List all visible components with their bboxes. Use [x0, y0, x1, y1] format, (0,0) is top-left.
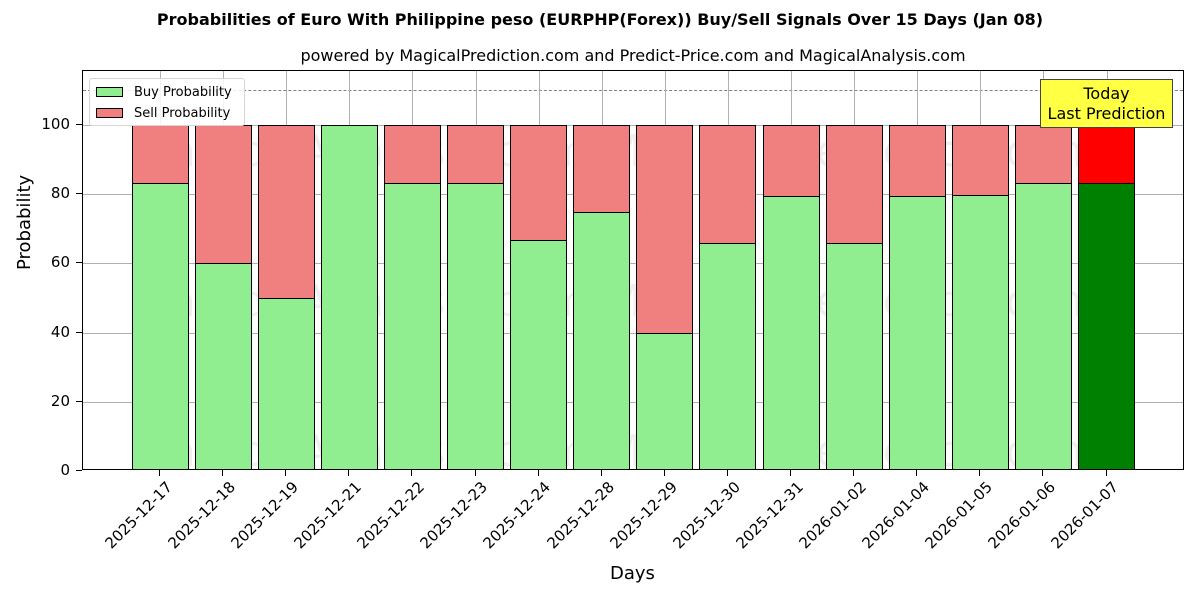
- plot-area: MagicalAnalysis.comMagicalPrediction.com…: [82, 70, 1184, 470]
- bar-buy: [1078, 182, 1135, 469]
- bar-sell: [825, 125, 883, 244]
- x-tick-label: 2026-01-07: [1047, 478, 1123, 553]
- x-tick-label: 2026-01-05: [921, 478, 997, 553]
- y-tick-label: 60: [50, 253, 70, 272]
- x-tick: [663, 470, 665, 476]
- bar-sell: [699, 125, 757, 244]
- y-tick-label: 100: [41, 115, 70, 133]
- y-tick-label: 40: [50, 322, 70, 341]
- y-tick-label: 80: [50, 184, 70, 203]
- legend-sell-label: Sell Probability: [134, 105, 231, 121]
- x-tick: [1105, 470, 1107, 476]
- today-annotation: Today Last Prediction: [1040, 79, 1173, 128]
- x-tick-label: 2025-12-24: [479, 478, 555, 553]
- x-tick: [979, 470, 981, 476]
- bar-sell: [636, 125, 694, 334]
- gridline-y: [83, 401, 1183, 403]
- chart-title: Probabilities of Euro With Philippine pe…: [156, 10, 1044, 29]
- annotation-line-1: Today: [1083, 84, 1130, 103]
- bar-sell: [131, 125, 189, 184]
- x-tick-label: 2026-01-04: [858, 478, 933, 553]
- bar-buy: [699, 242, 757, 469]
- y-tick-label: 0: [60, 461, 70, 479]
- y-tick: [76, 193, 82, 195]
- bar-buy: [131, 182, 189, 469]
- x-tick-label: 2025-12-18: [164, 478, 239, 553]
- x-tick: [285, 470, 287, 476]
- buy-swatch-icon: [96, 87, 123, 97]
- annotation-line-2: Last Prediction: [1047, 104, 1166, 123]
- y-tick: [76, 262, 82, 264]
- x-tick: [222, 470, 224, 476]
- x-tick-label: 2025-12-19: [227, 478, 302, 553]
- x-tick-label: 2025-12-23: [416, 478, 492, 553]
- reference-line: [83, 90, 1183, 92]
- bar-buy: [951, 194, 1009, 469]
- bar-buy: [194, 263, 252, 469]
- bar-buy: [762, 195, 820, 469]
- y-tick: [76, 400, 82, 402]
- bar-sell: [194, 125, 252, 265]
- x-tick: [916, 470, 918, 476]
- x-tick: [474, 470, 476, 476]
- y-tick-label: 20: [50, 391, 70, 410]
- y-tick: [76, 331, 82, 333]
- chart-subtitle: powered by MagicalPrediction.com and Pre…: [300, 46, 966, 65]
- x-tick-label: 2026-01-06: [984, 478, 1060, 553]
- x-tick-label: 2025-12-17: [101, 478, 176, 553]
- x-tick-label: 2025-12-22: [353, 478, 429, 553]
- legend-item-sell: Sell Probability: [96, 105, 230, 121]
- gridline-y: [83, 332, 1183, 334]
- bar-buy: [447, 182, 504, 469]
- x-tick-label: 2026-01-02: [795, 478, 870, 553]
- x-tick-label: 2025-12-28: [543, 478, 618, 553]
- x-tick-label: 2025-12-30: [669, 478, 744, 553]
- bar-buy: [573, 211, 631, 469]
- bar-sell: [257, 125, 315, 299]
- x-tick-label: 2025-12-21: [290, 478, 366, 553]
- x-tick: [790, 470, 791, 476]
- x-tick: [1042, 470, 1044, 476]
- bar-buy: [320, 125, 378, 469]
- x-tick: [726, 470, 728, 476]
- bar-buy: [825, 242, 883, 469]
- bar-sell: [447, 125, 504, 184]
- bar-sell: [510, 125, 568, 242]
- bar-sell: [573, 125, 631, 213]
- bar-sell: [1014, 125, 1072, 184]
- bar-sell: [1078, 125, 1135, 184]
- gridline-y: [83, 125, 1183, 126]
- bar-buy: [510, 240, 568, 469]
- x-tick: [159, 470, 160, 476]
- bar-buy: [383, 182, 441, 469]
- x-tick: [348, 470, 350, 476]
- sell-swatch-icon: [96, 108, 123, 118]
- bar-sell: [762, 125, 820, 197]
- bar-buy: [1014, 182, 1072, 469]
- legend-buy-label: Buy Probability: [134, 84, 232, 100]
- x-tick-label: 2025-12-31: [732, 478, 807, 553]
- bar-buy: [257, 298, 315, 469]
- y-tick: [76, 124, 82, 125]
- x-tick: [411, 470, 413, 476]
- gridline-y: [83, 194, 1183, 196]
- y-tick: [76, 470, 82, 471]
- x-tick: [537, 470, 539, 476]
- bar-sell: [951, 125, 1009, 196]
- legend: Buy Probability Sell Probability: [89, 78, 245, 126]
- bar-buy: [636, 332, 694, 469]
- gridline-y: [83, 263, 1183, 265]
- bar-sell: [888, 125, 946, 197]
- x-tick: [600, 470, 602, 476]
- bar-buy: [888, 195, 946, 469]
- x-axis-label: Days: [610, 563, 655, 584]
- bar-sell: [383, 125, 441, 184]
- x-tick: [853, 470, 855, 476]
- legend-item-buy: Buy Probability: [96, 84, 232, 100]
